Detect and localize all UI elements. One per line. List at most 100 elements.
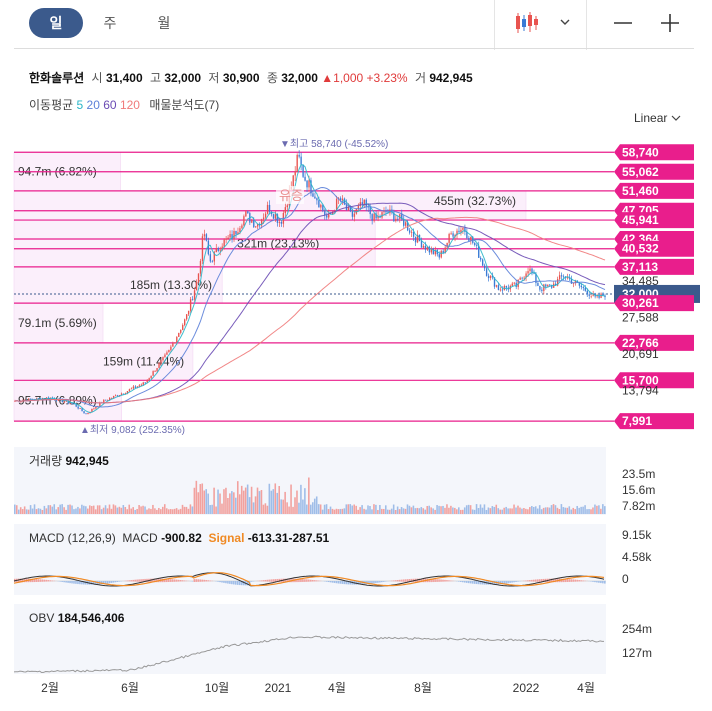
macd-histogram-bar	[94, 581, 97, 585]
candle-body	[144, 382, 146, 384]
volume-bar	[63, 507, 65, 514]
volume-bar	[165, 508, 168, 514]
scale-selector[interactable]: Linear	[634, 111, 681, 125]
candle-body	[67, 400, 69, 404]
toolbar-bottom-border	[14, 48, 694, 49]
macd-axis-tick: 9.15k	[622, 528, 652, 542]
volume-bar	[402, 508, 405, 514]
macd-histogram-bar	[294, 578, 296, 583]
macd-histogram-bar	[104, 581, 107, 584]
volume-bar	[39, 508, 42, 514]
candle-body	[191, 299, 194, 301]
candlestick-icon[interactable]	[512, 10, 542, 36]
candle-body	[71, 403, 73, 405]
candle-body	[116, 395, 119, 397]
macd-axis-tick: 0	[622, 572, 629, 586]
candle-body	[45, 397, 48, 400]
volume-bar	[142, 505, 144, 514]
candle-body	[77, 406, 79, 409]
volume-bar	[315, 496, 318, 514]
volume-bar	[100, 509, 103, 514]
candle-body	[564, 276, 567, 279]
macd-histogram-bar	[331, 581, 334, 583]
candle-body	[349, 207, 352, 212]
macd-histogram-bar	[408, 579, 411, 582]
minus-icon[interactable]	[608, 10, 638, 36]
volume-bar	[511, 508, 513, 514]
macd-histogram-bar	[446, 580, 448, 582]
candle-body	[480, 257, 482, 260]
macd-histogram-bar	[106, 581, 109, 584]
candle-body	[562, 276, 565, 278]
tab-weekly[interactable]: 주	[103, 15, 117, 31]
volume-profile-label: 94.7m (6.82%)	[18, 165, 97, 179]
ma-period-120: 120	[119, 98, 140, 112]
volume-bar	[211, 504, 213, 514]
candle-body	[377, 215, 379, 219]
candle-body	[213, 252, 215, 262]
x-axis-tick: 4월	[577, 681, 595, 695]
candle-body	[351, 211, 354, 217]
plus-icon[interactable]	[655, 10, 685, 36]
macd-histogram-bar	[507, 581, 509, 584]
macd-histogram-bar	[83, 581, 85, 585]
volume-bar	[588, 509, 590, 514]
chevron-down-icon[interactable]	[555, 10, 575, 36]
macd-histogram-bar	[163, 578, 166, 583]
volume-bar	[221, 503, 223, 514]
macd-histogram-bar	[493, 581, 496, 585]
volume-bar	[118, 506, 121, 514]
candle-body	[243, 216, 245, 226]
macd-histogram-bar	[379, 581, 381, 583]
macd-histogram-bar	[531, 579, 533, 582]
macd-histogram-bar	[144, 578, 146, 583]
price-level-tag	[614, 295, 694, 312]
candle-body	[20, 401, 22, 402]
volume-bar	[598, 505, 600, 514]
volume-bar	[355, 505, 357, 514]
candle-body	[215, 248, 217, 253]
volume-bar	[467, 504, 470, 514]
macd-histogram-bar	[517, 581, 519, 582]
volume-bar	[88, 505, 91, 514]
ma-label: 이동평균	[29, 98, 74, 112]
candle-body	[184, 319, 186, 326]
macd-histogram-bar	[499, 581, 502, 585]
volume-bar	[363, 508, 365, 514]
quote-summary: 한화솔루션 시 31,400 고 32,000 저 30,900 종 32,00…	[29, 69, 473, 86]
macd-histogram-bar	[288, 578, 290, 583]
tab-daily[interactable]: 일	[29, 8, 83, 38]
volume-bar	[499, 509, 502, 514]
candle-body	[81, 408, 83, 412]
candle-body	[399, 214, 401, 219]
volume-bar	[509, 508, 511, 514]
macd-histogram-bar	[538, 579, 541, 582]
macd-histogram-bar	[485, 581, 488, 585]
volume-bar	[602, 504, 604, 514]
macd-histogram-bar	[47, 580, 50, 582]
volume-bar	[77, 506, 79, 514]
tab-monthly[interactable]: 월	[157, 15, 171, 31]
candle-body	[551, 284, 553, 288]
candle-body	[83, 411, 85, 414]
macd-histogram-bar	[248, 581, 251, 586]
volume-bar	[323, 504, 326, 514]
volume-bar	[98, 505, 101, 514]
macd-histogram-bar	[15, 578, 18, 583]
volume-bar	[248, 497, 251, 514]
candle-body	[150, 375, 152, 379]
macd-histogram-bar	[497, 581, 500, 585]
volume-bar	[106, 508, 109, 514]
candle-body	[339, 198, 342, 201]
candle-body	[397, 218, 399, 220]
volume-bar	[351, 505, 354, 514]
volume-bar	[207, 493, 209, 514]
candle-body	[264, 213, 267, 218]
macd-histogram-bar	[477, 581, 480, 585]
macd-histogram-bar	[503, 581, 505, 584]
candle-body	[537, 283, 539, 286]
volume-bar	[294, 497, 296, 514]
candle-body	[16, 400, 18, 402]
volume-bar	[448, 507, 450, 514]
macd-histogram-bar	[39, 579, 42, 582]
